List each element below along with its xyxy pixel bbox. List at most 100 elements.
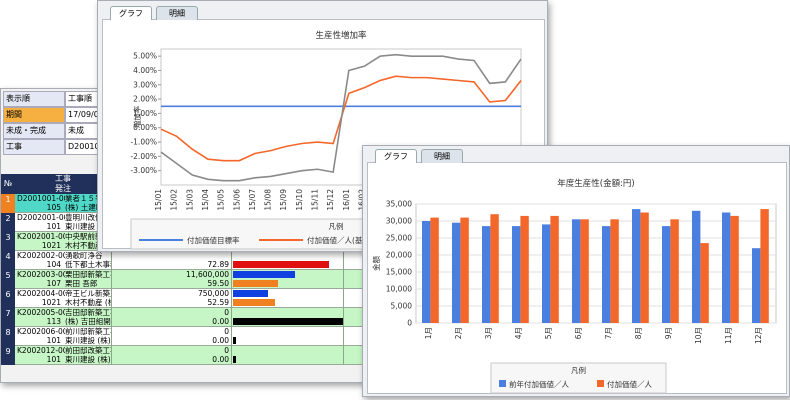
client-name: (株) 土建P	[65, 203, 101, 212]
bar	[550, 215, 559, 323]
series-line	[160, 53, 522, 182]
x-tick-label: 1月	[424, 327, 433, 339]
row-bar	[233, 271, 295, 278]
row-no[interactable]: 8	[1, 327, 15, 346]
y-tick-label: 25,000	[386, 234, 412, 243]
x-tick-label: 15/08	[264, 189, 273, 211]
work-name: 前田邸改築工事	[65, 346, 111, 355]
row-no[interactable]: 3	[1, 232, 15, 251]
y-tick-label: 4.00%	[133, 66, 157, 75]
x-tick-label: 15/10	[295, 189, 304, 211]
work-name: 豊明川改修工事	[65, 213, 111, 222]
row-bg	[15, 327, 366, 346]
bar	[490, 214, 499, 323]
client-code: 101	[46, 222, 61, 231]
x-tick-label: 15/04	[201, 189, 210, 211]
work-name: 栗田邸新築工事	[65, 270, 111, 279]
filter-label: 表示順	[3, 91, 65, 107]
work-name: 前川邸新築工事	[65, 327, 111, 336]
y-tick-label: 35,000	[386, 200, 412, 209]
row-bg	[15, 289, 366, 308]
legend-title: 凡例	[329, 221, 344, 231]
x-tick-label: 3月	[484, 327, 493, 339]
rate: 0.00	[212, 355, 229, 364]
x-tick-label: 15/05	[217, 189, 226, 211]
client-code: 101	[46, 336, 61, 345]
client-code: 105	[46, 203, 61, 212]
legend-swatch	[499, 380, 506, 387]
row-no[interactable]: 1	[1, 194, 15, 213]
client-code: 113	[46, 317, 61, 326]
work-code: D2001001-00	[17, 194, 65, 203]
bar	[662, 226, 671, 323]
y-tick-label: 5,000	[391, 302, 413, 311]
y-tick-label: 15,000	[386, 268, 412, 277]
filter-label: 期間	[3, 107, 65, 123]
y-tick-label: 0	[407, 319, 412, 328]
x-tick-label: 2月	[454, 327, 463, 339]
tab[interactable]: 明細	[156, 6, 198, 20]
client-code: 104	[46, 260, 61, 269]
y-tick-label: 10,000	[386, 285, 412, 294]
rate: 59.50	[207, 279, 229, 288]
row-no[interactable]: 7	[1, 308, 15, 327]
work-code: K2002006-00	[17, 327, 65, 336]
client-code: 101	[46, 355, 61, 364]
x-tick-label: 16/01	[342, 189, 351, 211]
header-client: 発注	[55, 184, 71, 193]
x-tick-label: 11月	[724, 327, 733, 344]
bar	[730, 215, 739, 323]
row-no[interactable]: 4	[1, 251, 15, 270]
row-bar	[233, 261, 329, 268]
col-sep	[231, 194, 232, 365]
rate: 72.89	[207, 260, 229, 269]
y-tick-label: 1.00%	[133, 109, 157, 118]
x-tick-label: 15/12	[326, 189, 335, 211]
row-no[interactable]: 6	[1, 289, 15, 308]
bar	[760, 209, 769, 323]
row-bar	[233, 280, 278, 287]
amount: 11,600,000	[186, 270, 229, 279]
client-name: 栗田 吾郎	[65, 279, 98, 288]
legend-box	[490, 362, 667, 394]
work-code: K2002004-00	[17, 289, 65, 298]
y-tick-label: 5.00%	[133, 52, 157, 61]
client-name: 東川建設 (株)	[65, 355, 111, 364]
chart-title: 年度生産性(金額:円)	[557, 178, 635, 189]
amount: 0	[224, 327, 229, 336]
client-name: 東川建設 (株)	[65, 336, 111, 345]
y-tick-label: -1.00%	[130, 138, 157, 147]
rate: 0.00	[212, 336, 229, 345]
tab[interactable]: グラフ	[375, 149, 417, 163]
work-name: 帝王ビル新築工事	[65, 289, 111, 298]
bar	[542, 224, 551, 323]
work-name: 中央駅前新築工	[65, 232, 111, 241]
bar	[422, 221, 431, 323]
x-tick-label: 10月	[694, 327, 703, 344]
x-tick-label: 15/02	[170, 189, 179, 211]
row-bar	[233, 290, 268, 297]
amount: 0	[224, 308, 229, 317]
bar	[602, 226, 611, 323]
amount: 0	[224, 346, 229, 355]
x-tick-label: 7月	[604, 327, 613, 339]
rate: 52.59	[207, 298, 229, 307]
row-no[interactable]: 2	[1, 213, 15, 232]
row-no[interactable]: 5	[1, 270, 15, 289]
tab[interactable]: グラフ	[110, 6, 152, 20]
x-tick-label: 15/07	[248, 189, 257, 211]
tab[interactable]: 明細	[421, 149, 463, 163]
y-tick-label: -3.00%	[130, 166, 157, 175]
y-tick-label: 2.00%	[133, 95, 157, 104]
chart-title: 生産性増加率	[315, 30, 367, 41]
filter-label: 工事	[3, 139, 65, 155]
annual-window: 年度生産性(金額:円) 金額 0 5,000 10,000 15,000 20,000 25,…	[362, 145, 790, 397]
bar	[580, 219, 589, 323]
bar	[632, 209, 641, 323]
row-no[interactable]: 9	[1, 346, 15, 365]
bar	[512, 226, 521, 323]
bar	[752, 248, 761, 323]
work-code: K2002001-00	[17, 232, 65, 241]
work-name: 吉田邸新築工事	[65, 308, 111, 317]
